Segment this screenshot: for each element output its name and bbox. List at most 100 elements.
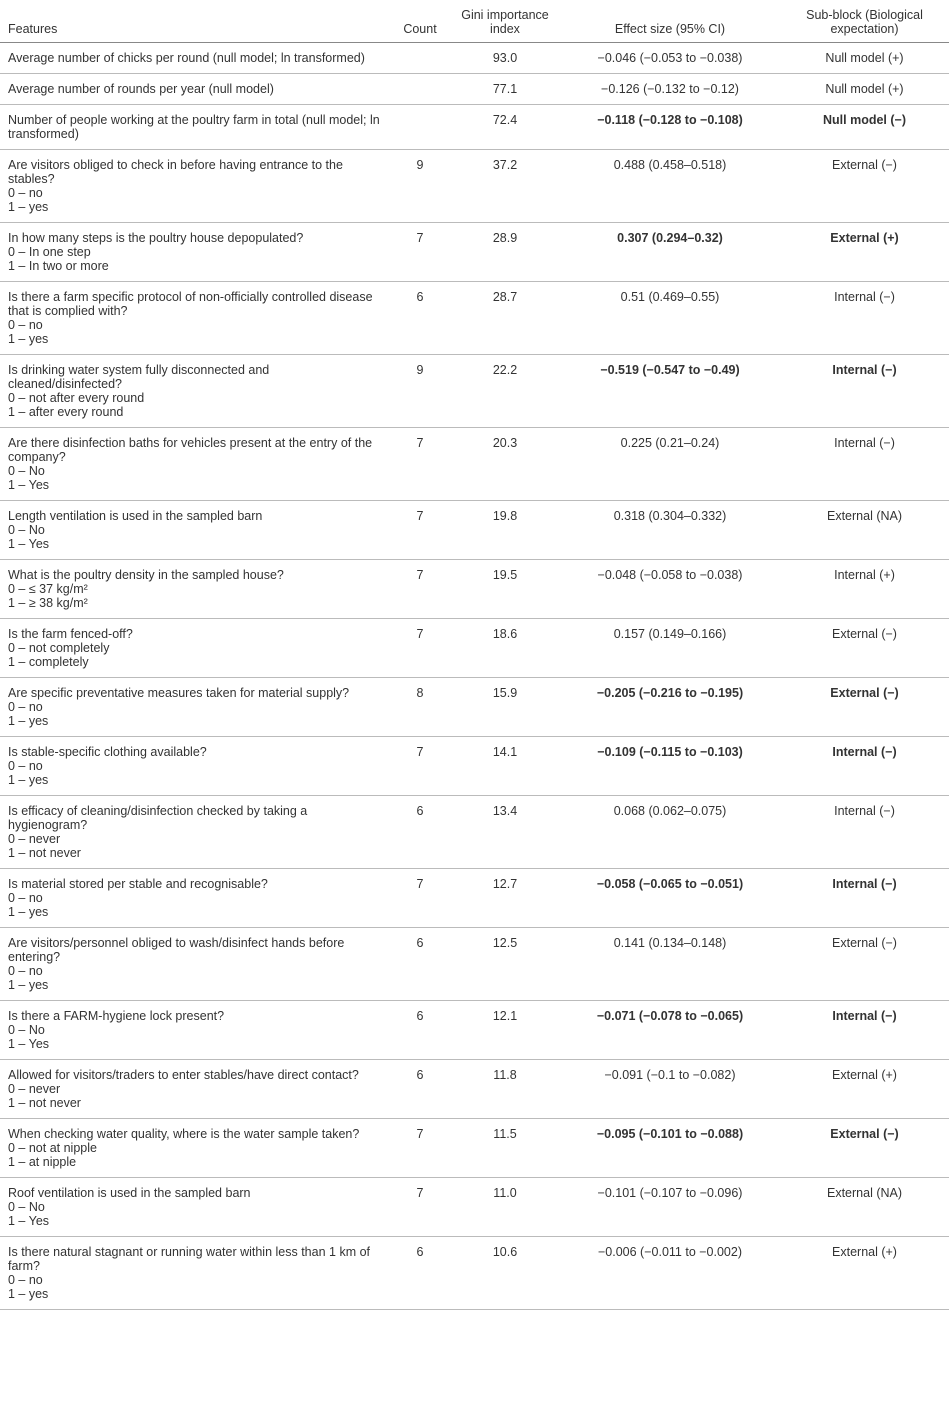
- feature-text: Is the farm fenced-off?: [8, 627, 382, 641]
- cell-count: 7: [390, 619, 450, 678]
- feature-option: 1 – completely: [8, 655, 382, 669]
- cell-sub: External (−): [780, 619, 949, 678]
- table-body: Average number of chicks per round (null…: [0, 43, 949, 1310]
- feature-option: 0 – no: [8, 700, 382, 714]
- cell-count: 7: [390, 1178, 450, 1237]
- cell-gini: 19.8: [450, 501, 560, 560]
- cell-feature: Is there a farm specific protocol of non…: [0, 282, 390, 355]
- cell-gini: 28.9: [450, 223, 560, 282]
- cell-sub: Internal (−): [780, 737, 949, 796]
- cell-feature: Is material stored per stable and recogn…: [0, 869, 390, 928]
- cell-gini: 12.1: [450, 1001, 560, 1060]
- cell-gini: 12.7: [450, 869, 560, 928]
- header-row: Features Count Gini importance index Eff…: [0, 0, 949, 43]
- feature-option: 1 – not never: [8, 846, 382, 860]
- col-count: Count: [390, 0, 450, 43]
- cell-count: [390, 105, 450, 150]
- cell-count: 7: [390, 428, 450, 501]
- cell-effect: 0.318 (0.304–0.332): [560, 501, 780, 560]
- cell-effect: 0.225 (0.21–0.24): [560, 428, 780, 501]
- table-row: Average number of chicks per round (null…: [0, 43, 949, 74]
- cell-effect: 0.068 (0.062–0.075): [560, 796, 780, 869]
- cell-count: 6: [390, 796, 450, 869]
- cell-effect: 0.488 (0.458–0.518): [560, 150, 780, 223]
- feature-option: 1 – not never: [8, 1096, 382, 1110]
- feature-option: 0 – not completely: [8, 641, 382, 655]
- cell-count: 6: [390, 928, 450, 1001]
- cell-count: 6: [390, 1001, 450, 1060]
- feature-text: Are visitors obliged to check in before …: [8, 158, 382, 186]
- cell-feature: What is the poultry density in the sampl…: [0, 560, 390, 619]
- feature-option: 0 – not after every round: [8, 391, 382, 405]
- cell-sub: External (+): [780, 223, 949, 282]
- cell-feature: Are there disinfection baths for vehicle…: [0, 428, 390, 501]
- table-row: Are visitors/personnel obliged to wash/d…: [0, 928, 949, 1001]
- feature-option: 0 – not at nipple: [8, 1141, 382, 1155]
- cell-effect: 0.141 (0.134–0.148): [560, 928, 780, 1001]
- cell-feature: Is drinking water system fully disconnec…: [0, 355, 390, 428]
- cell-gini: 37.2: [450, 150, 560, 223]
- cell-gini: 10.6: [450, 1237, 560, 1310]
- feature-option: 1 – ≥ 38 kg/m²: [8, 596, 382, 610]
- cell-feature: Average number of chicks per round (null…: [0, 43, 390, 74]
- cell-effect: 0.157 (0.149–0.166): [560, 619, 780, 678]
- cell-count: 7: [390, 737, 450, 796]
- feature-option: 0 – no: [8, 318, 382, 332]
- cell-gini: 13.4: [450, 796, 560, 869]
- cell-sub: External (+): [780, 1060, 949, 1119]
- cell-sub: Null model (−): [780, 105, 949, 150]
- cell-sub: External (+): [780, 1237, 949, 1310]
- cell-feature: Roof ventilation is used in the sampled …: [0, 1178, 390, 1237]
- cell-feature: Is there natural stagnant or running wat…: [0, 1237, 390, 1310]
- cell-sub: Internal (−): [780, 796, 949, 869]
- cell-count: 6: [390, 1060, 450, 1119]
- feature-option: 1 – yes: [8, 773, 382, 787]
- cell-gini: 22.2: [450, 355, 560, 428]
- feature-option: 1 – after every round: [8, 405, 382, 419]
- feature-option: 0 – No: [8, 1023, 382, 1037]
- cell-gini: 19.5: [450, 560, 560, 619]
- cell-sub: External (NA): [780, 501, 949, 560]
- cell-effect: −0.058 (−0.065 to −0.051): [560, 869, 780, 928]
- cell-count: [390, 74, 450, 105]
- table-row: Is there a FARM-hygiene lock present?0 –…: [0, 1001, 949, 1060]
- cell-count: 7: [390, 1119, 450, 1178]
- cell-gini: 77.1: [450, 74, 560, 105]
- cell-feature: Are specific preventative measures taken…: [0, 678, 390, 737]
- table-row: Is material stored per stable and recogn…: [0, 869, 949, 928]
- feature-text: Are there disinfection baths for vehicle…: [8, 436, 382, 464]
- feature-text: Number of people working at the poultry …: [8, 113, 382, 141]
- cell-effect: −0.095 (−0.101 to −0.088): [560, 1119, 780, 1178]
- feature-option: 0 – No: [8, 523, 382, 537]
- feature-option: 1 – yes: [8, 905, 382, 919]
- table-row: What is the poultry density in the sampl…: [0, 560, 949, 619]
- feature-option: 1 – yes: [8, 200, 382, 214]
- feature-text: Roof ventilation is used in the sampled …: [8, 1186, 382, 1200]
- feature-text: Is there a FARM-hygiene lock present?: [8, 1009, 382, 1023]
- cell-sub: Internal (−): [780, 355, 949, 428]
- cell-sub: Internal (−): [780, 282, 949, 355]
- feature-table: Features Count Gini importance index Eff…: [0, 0, 949, 1310]
- feature-option: 0 – never: [8, 1082, 382, 1096]
- feature-text: Is efficacy of cleaning/disinfection che…: [8, 804, 382, 832]
- cell-feature: Are visitors obliged to check in before …: [0, 150, 390, 223]
- cell-gini: 72.4: [450, 105, 560, 150]
- cell-feature: Is stable-specific clothing available?0 …: [0, 737, 390, 796]
- cell-gini: 18.6: [450, 619, 560, 678]
- cell-gini: 28.7: [450, 282, 560, 355]
- feature-option: 1 – In two or more: [8, 259, 382, 273]
- feature-option: 0 – never: [8, 832, 382, 846]
- feature-text: Is there natural stagnant or running wat…: [8, 1245, 382, 1273]
- feature-option: 1 – yes: [8, 714, 382, 728]
- table-row: Is there natural stagnant or running wat…: [0, 1237, 949, 1310]
- cell-count: 7: [390, 223, 450, 282]
- cell-gini: 14.1: [450, 737, 560, 796]
- feature-option: 1 – yes: [8, 978, 382, 992]
- feature-text: Is stable-specific clothing available?: [8, 745, 382, 759]
- cell-feature: Is there a FARM-hygiene lock present?0 –…: [0, 1001, 390, 1060]
- feature-text: Are specific preventative measures taken…: [8, 686, 382, 700]
- cell-count: 9: [390, 150, 450, 223]
- feature-text: Allowed for visitors/traders to enter st…: [8, 1068, 382, 1082]
- cell-sub: External (NA): [780, 1178, 949, 1237]
- cell-feature: Average number of rounds per year (null …: [0, 74, 390, 105]
